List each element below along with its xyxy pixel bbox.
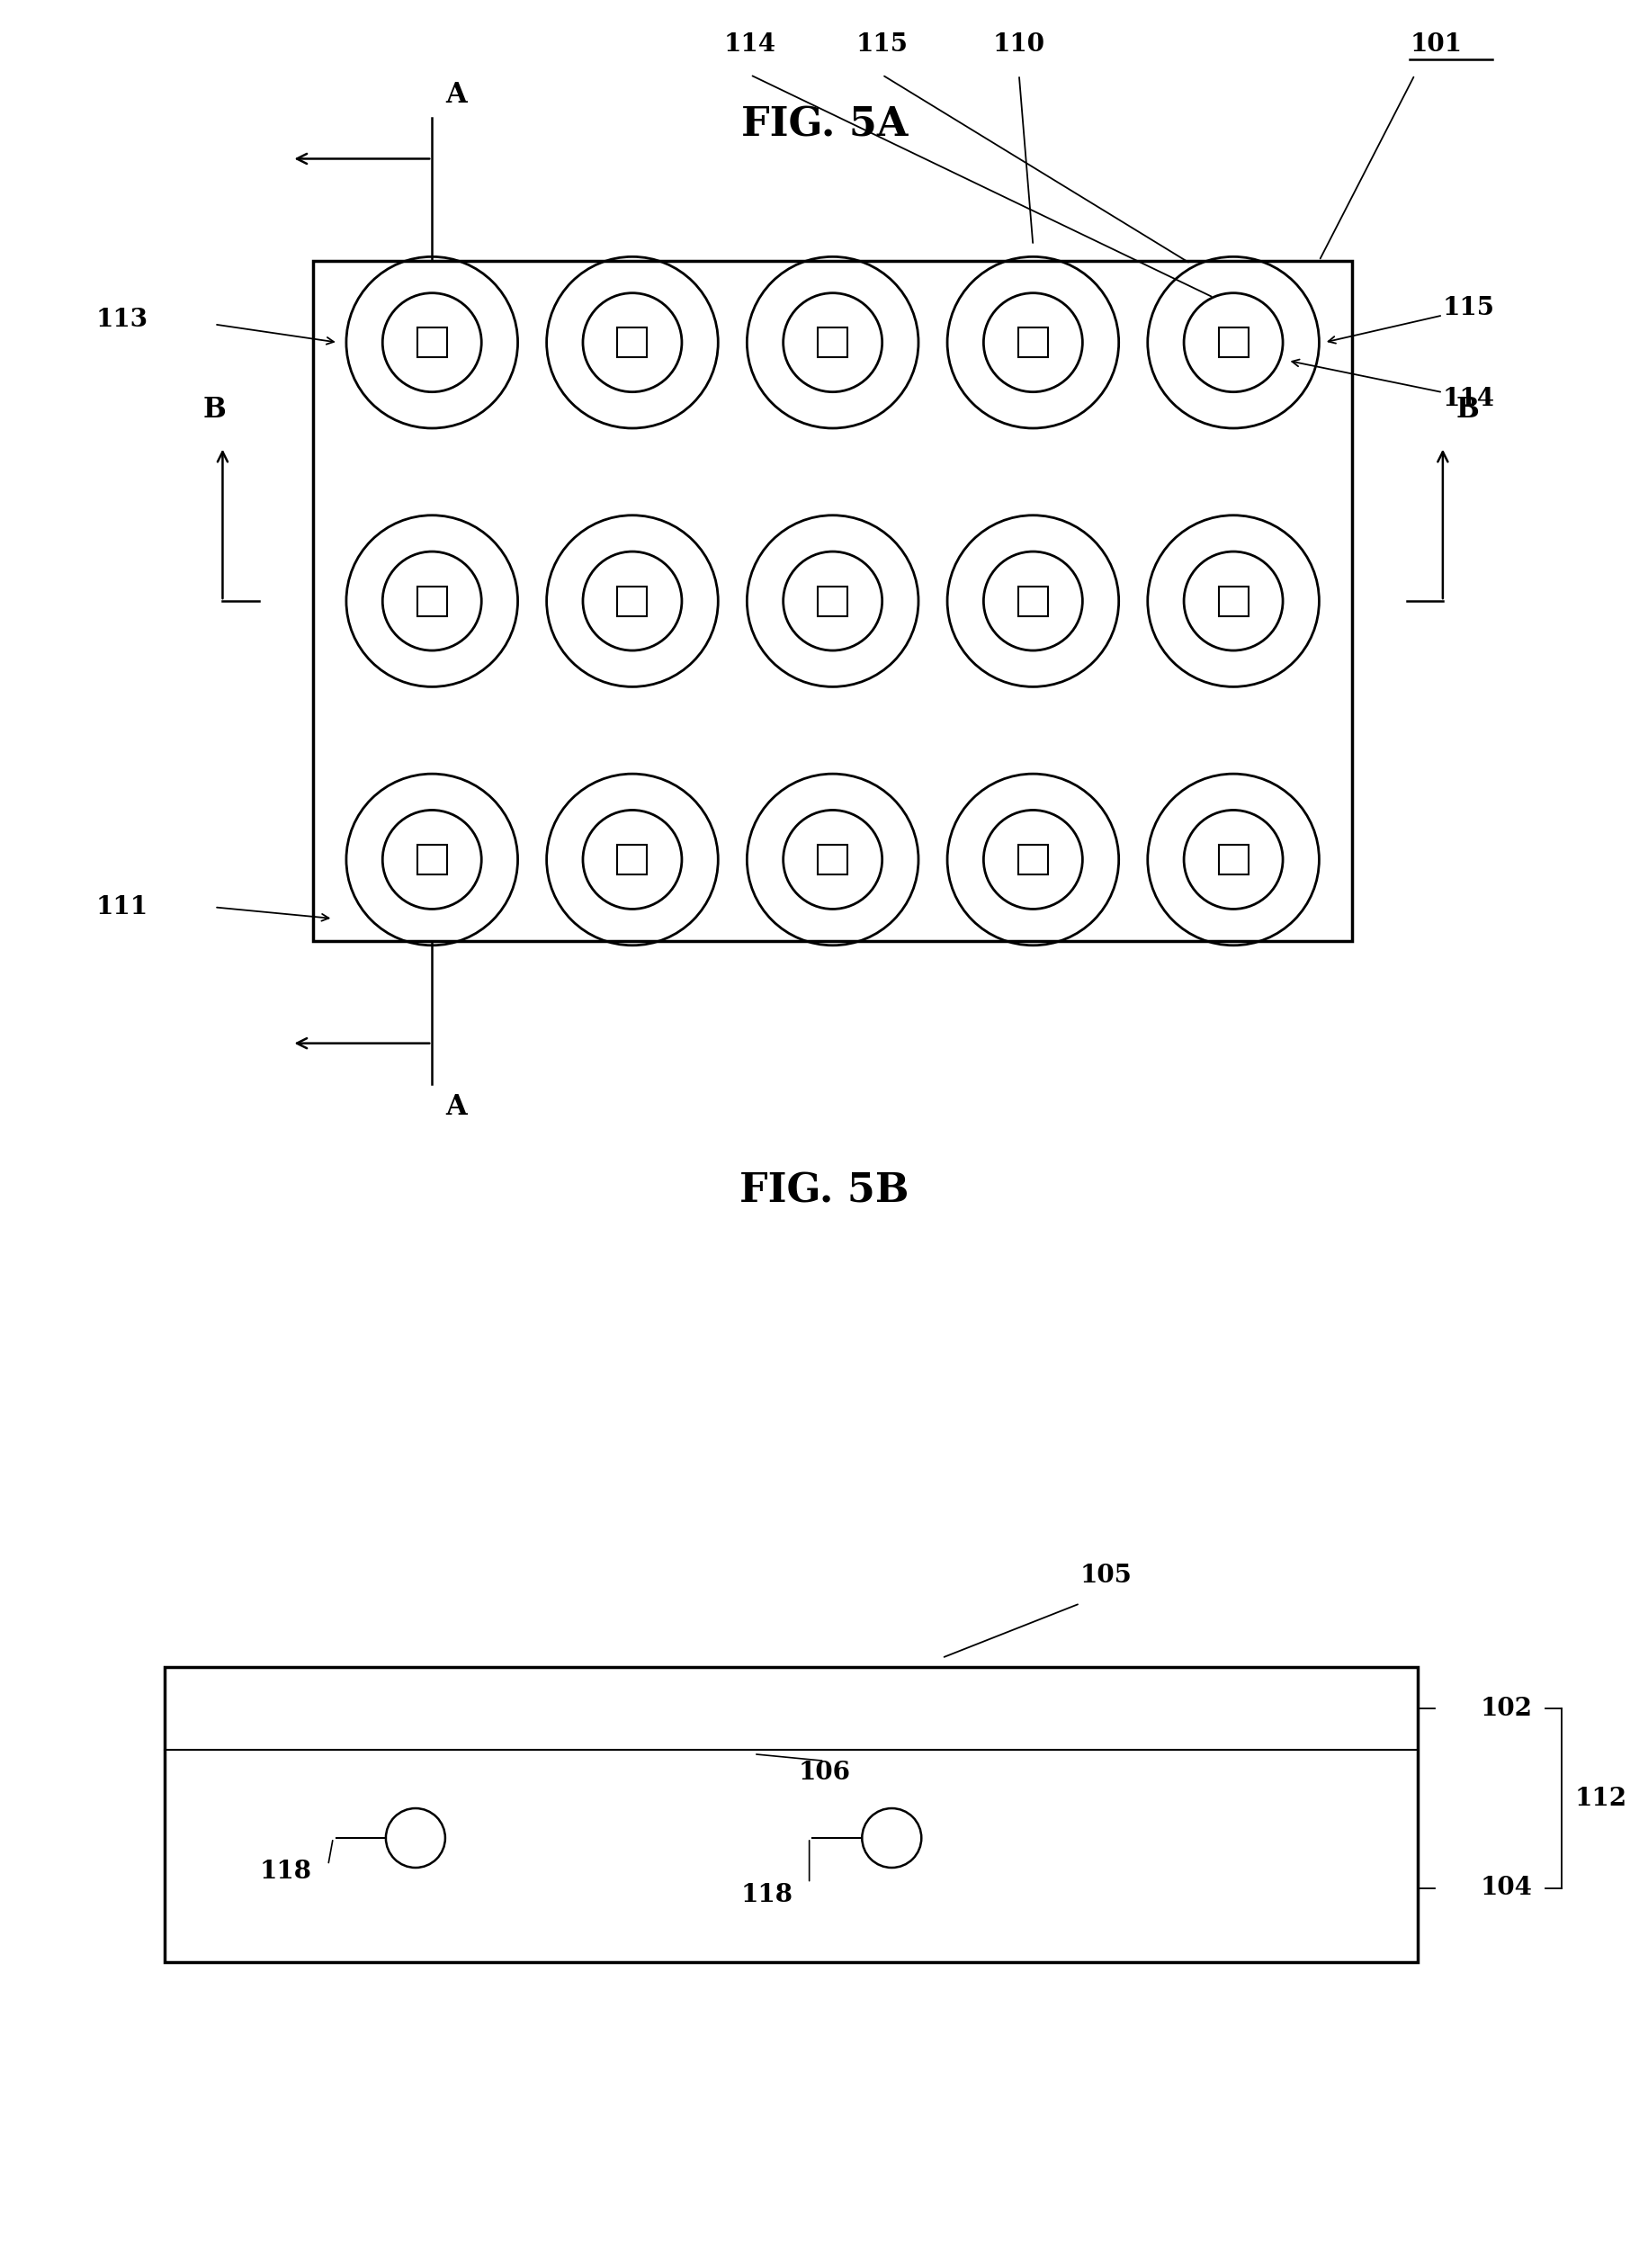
Text: 110: 110	[992, 32, 1045, 57]
Text: A: A	[445, 1093, 466, 1120]
Bar	[1218, 844, 1248, 875]
Text: 118: 118	[740, 1882, 793, 1907]
Bar	[616, 585, 646, 617]
Bar	[1218, 327, 1248, 358]
Text: 115: 115	[855, 32, 908, 57]
Text: A: A	[445, 82, 466, 109]
Bar	[417, 327, 447, 358]
Bar	[1218, 585, 1248, 617]
Bar	[1018, 585, 1048, 617]
Text: 118: 118	[259, 1860, 311, 1885]
Bar	[817, 327, 847, 358]
Text: 101: 101	[1409, 32, 1462, 57]
Bar	[417, 585, 447, 617]
Bar	[817, 844, 847, 875]
Bar	[616, 844, 646, 875]
Text: FIG. 5B: FIG. 5B	[740, 1170, 908, 1211]
Text: 113: 113	[96, 308, 148, 331]
Text: 114: 114	[1442, 388, 1495, 411]
Text: 114: 114	[723, 32, 776, 57]
Text: 112: 112	[1574, 1787, 1627, 1810]
Bar	[616, 327, 646, 358]
Bar	[817, 585, 847, 617]
Text: B: B	[203, 397, 226, 424]
Text: B: B	[1455, 397, 1478, 424]
Bar	[417, 844, 447, 875]
Bar	[1018, 844, 1048, 875]
Text: 111: 111	[96, 896, 148, 919]
Text: 106: 106	[798, 1760, 850, 1785]
Text: 105: 105	[1079, 1563, 1132, 1588]
Text: 104: 104	[1480, 1876, 1533, 1901]
Text: 102: 102	[1480, 1696, 1533, 1721]
Bar	[165, 1667, 1417, 1962]
Bar	[1018, 327, 1048, 358]
Bar	[313, 261, 1351, 941]
Text: FIG. 5A: FIG. 5A	[740, 104, 908, 145]
Text: 115: 115	[1442, 297, 1495, 320]
